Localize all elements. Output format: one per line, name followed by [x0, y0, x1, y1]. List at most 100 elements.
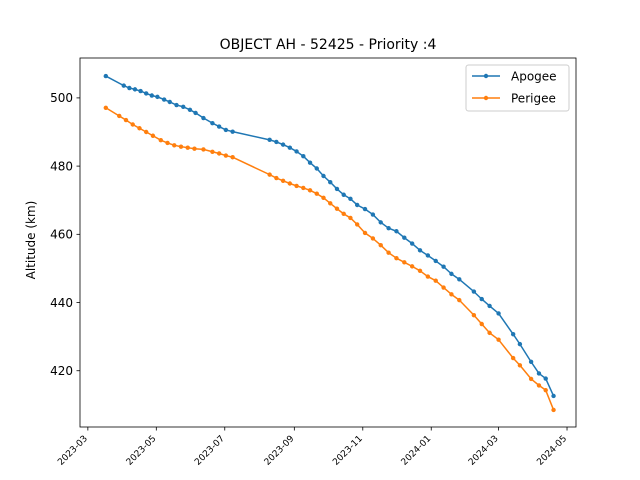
data-point-apogee-33	[362, 206, 368, 212]
data-point-perigee-24	[307, 188, 313, 193]
data-point-apogee-12	[187, 107, 193, 113]
data-point-perigee-52	[536, 383, 542, 388]
data-point-apogee-30	[341, 192, 346, 197]
data-point-perigee-47	[487, 330, 492, 336]
data-point-perigee-44	[457, 297, 462, 303]
data-point-apogee-3	[132, 87, 138, 92]
data-point-perigee-25	[314, 191, 319, 196]
data-point-apogee-18	[230, 129, 235, 134]
data-point-perigee-3	[130, 122, 135, 127]
data-point-perigee-42	[441, 285, 446, 290]
data-point-perigee-28	[334, 206, 340, 211]
data-point-perigee-15	[216, 151, 222, 156]
data-point-apogee-45	[457, 277, 462, 282]
data-point-apogee-1	[121, 83, 126, 88]
data-point-apogee-49	[496, 311, 501, 316]
data-point-apogee-11	[181, 104, 186, 109]
data-point-apogee-40	[417, 248, 423, 253]
data-point-perigee-33	[370, 236, 376, 241]
data-point-apogee-8	[161, 97, 167, 102]
data-point-apogee-5	[144, 91, 149, 96]
data-point-apogee-22	[287, 145, 293, 150]
data-point-apogee-20	[274, 139, 279, 145]
data-point-perigee-48	[496, 337, 501, 342]
data-point-apogee-6	[149, 93, 155, 98]
data-point-perigee-36	[394, 255, 399, 261]
axes-frame	[79, 57, 577, 428]
data-point-perigee-8	[165, 140, 170, 146]
data-point-apogee-17	[223, 127, 229, 133]
data-point-apogee-4	[138, 88, 143, 94]
data-point-apogee-29	[334, 186, 340, 192]
data-point-apogee-37	[394, 229, 399, 234]
data-point-apogee-25	[307, 160, 313, 165]
data-point-perigee-11	[185, 145, 190, 150]
data-point-apogee-54	[543, 376, 548, 381]
data-point-perigee-43	[449, 292, 454, 297]
data-point-perigee-19	[274, 175, 279, 181]
data-point-perigee-2	[123, 117, 129, 123]
data-point-perigee-41	[433, 278, 438, 283]
data-point-perigee-34	[378, 243, 383, 248]
data-point-perigee-35	[386, 250, 391, 255]
data-point-apogee-26	[314, 166, 319, 171]
data-point-apogee-0	[103, 73, 109, 79]
data-point-apogee-28	[328, 179, 333, 185]
data-point-perigee-18	[267, 172, 272, 177]
data-point-perigee-31	[354, 222, 360, 227]
data-point-apogee-35	[378, 220, 383, 225]
data-point-perigee-7	[158, 137, 163, 143]
data-point-perigee-4	[137, 126, 142, 131]
data-point-perigee-54	[551, 407, 556, 413]
data-point-perigee-39	[417, 268, 423, 274]
data-point-perigee-16	[223, 153, 229, 158]
data-point-apogee-55	[551, 393, 556, 399]
data-point-perigee-20	[280, 178, 286, 183]
data-point-perigee-38	[409, 264, 415, 269]
data-point-apogee-15	[210, 120, 215, 126]
chart-title: OBJECT AH - 52425 - Priority :4	[220, 37, 437, 53]
data-point-perigee-13	[201, 147, 206, 152]
data-point-apogee-50	[510, 332, 516, 337]
data-point-perigee-40	[425, 274, 431, 279]
data-point-perigee-37	[402, 260, 407, 265]
data-point-perigee-30	[348, 215, 353, 221]
data-point-perigee-23	[301, 185, 306, 191]
data-point-apogee-32	[354, 202, 360, 208]
data-point-apogee-23	[294, 149, 299, 154]
data-point-apogee-47	[479, 296, 484, 302]
data-point-apogee-27	[321, 173, 326, 179]
data-point-perigee-51	[528, 376, 534, 382]
data-point-perigee-14	[210, 149, 215, 154]
data-point-apogee-44	[449, 271, 454, 277]
data-point-perigee-45	[471, 312, 477, 318]
data-point-apogee-53	[536, 371, 542, 376]
data-point-apogee-39	[409, 241, 415, 246]
legend-marker-perigee	[483, 95, 489, 101]
data-point-apogee-9	[167, 99, 172, 105]
legend: Apogee Perigee	[465, 64, 570, 112]
data-point-apogee-41	[425, 253, 431, 258]
data-point-perigee-27	[328, 201, 333, 206]
y-tick-label: 420	[50, 364, 73, 378]
data-point-perigee-32	[362, 230, 368, 236]
data-point-perigee-1	[117, 113, 122, 119]
data-point-apogee-31	[348, 196, 353, 202]
data-point-apogee-19	[267, 137, 272, 143]
data-point-perigee-46	[479, 321, 484, 327]
data-point-apogee-21	[280, 142, 286, 147]
data-point-apogee-36	[386, 225, 391, 231]
data-point-apogee-43	[441, 264, 446, 269]
data-point-perigee-9	[172, 143, 177, 148]
y-tick-label: 500	[50, 91, 73, 105]
legend-label-perigee: Perigee	[511, 91, 556, 105]
data-point-perigee-5	[144, 129, 149, 135]
y-tick-label: 440	[50, 296, 73, 310]
legend-marker-apogee	[483, 73, 489, 79]
data-point-perigee-6	[150, 133, 156, 138]
data-point-perigee-22	[294, 183, 299, 189]
data-point-apogee-16	[216, 124, 222, 129]
data-point-perigee-50	[517, 363, 523, 368]
data-point-apogee-13	[193, 110, 198, 116]
